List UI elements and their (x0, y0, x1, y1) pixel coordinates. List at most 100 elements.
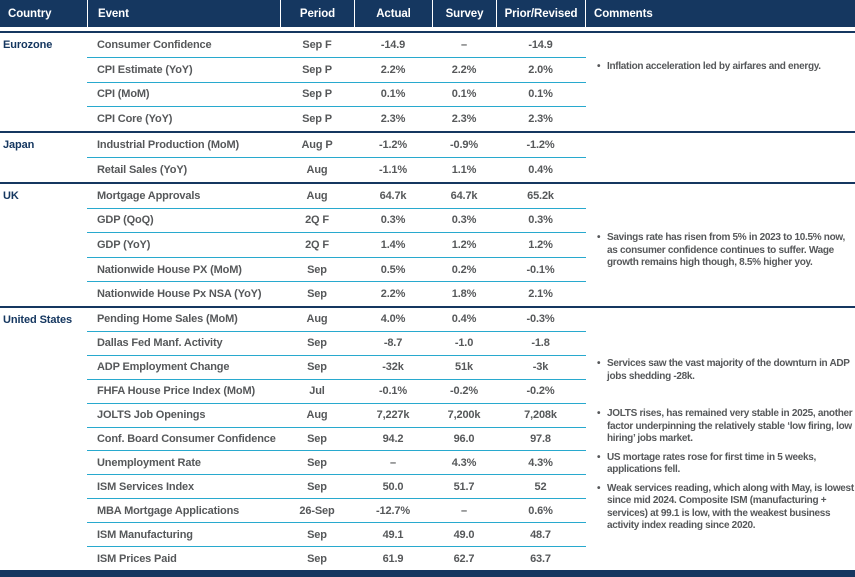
survey-cell: 62.7 (432, 553, 496, 565)
period-cell: Sep (280, 433, 354, 445)
actual-cell: 4.0% (354, 313, 432, 325)
actual-cell: -1.1% (354, 164, 432, 176)
event-cell: FHFA House Price Index (MoM) (87, 385, 280, 397)
prior-cell: -1.2% (496, 139, 585, 151)
survey-cell: – (432, 505, 496, 517)
table-row: GDP (YoY)2Q F1.4%1.2%1.2% (87, 233, 586, 258)
comment-text: Weak services reading, which along with … (607, 483, 854, 533)
survey-cell: 0.1% (432, 88, 496, 100)
prior-cell: -0.3% (496, 313, 585, 325)
event-cell: Unemployment Rate (87, 457, 280, 469)
actual-cell: 2.3% (354, 113, 432, 125)
period-cell: Sep (280, 264, 354, 276)
country-label: Eurozone (0, 33, 87, 131)
prior-cell: 63.7 (496, 553, 585, 565)
prior-cell: -0.2% (496, 385, 585, 397)
table-row: Nationwide House PX (MoM)Sep0.5%0.2%-0.1… (87, 258, 586, 283)
event-cell: ISM Manufacturing (87, 529, 280, 541)
event-cell: MBA Mortgage Applications (87, 505, 280, 517)
actual-cell: 0.5% (354, 264, 432, 276)
period-cell: Aug P (280, 139, 354, 151)
table-row: ISM ManufacturingSep49.149.048.7 (87, 523, 586, 547)
table-row: Unemployment RateSep–4.3%4.3% (87, 451, 586, 475)
survey-cell: 1.8% (432, 288, 496, 300)
actual-cell: 94.2 (354, 433, 432, 445)
period-cell: Jul (280, 385, 354, 397)
prior-cell: 52 (496, 481, 585, 493)
event-cell: GDP (QoQ) (87, 214, 280, 226)
event-cell: CPI Estimate (YoY) (87, 64, 280, 76)
actual-cell: 1.4% (354, 239, 432, 251)
event-cell: CPI Core (YoY) (87, 113, 280, 125)
period-cell: Aug (280, 164, 354, 176)
header-cell-comments: Comments (585, 0, 855, 27)
country-group-eurozone: EurozoneConsumer ConfidenceSep F-14.9–-1… (0, 31, 855, 131)
prior-cell: 2.1% (496, 288, 585, 300)
actual-cell: 64.7k (354, 190, 432, 202)
comment-text: JOLTS rises, has remained very stable in… (607, 408, 854, 446)
period-cell: 2Q F (280, 214, 354, 226)
prior-cell: 0.1% (496, 88, 585, 100)
survey-cell: 0.2% (432, 264, 496, 276)
country-label: UK (0, 184, 87, 306)
comment-item: •Savings rate has risen from 5% in 2023 … (597, 232, 854, 270)
table-row: ADP Employment ChangeSep-32k51k-3k (87, 356, 586, 380)
period-cell: Aug (280, 190, 354, 202)
table-row: Conf. Board Consumer ConfidenceSep94.296… (87, 428, 586, 452)
survey-cell: 2.3% (432, 113, 496, 125)
prior-cell: 1.2% (496, 239, 585, 251)
bullet-icon: • (597, 61, 607, 74)
prior-cell: 65.2k (496, 190, 585, 202)
period-cell: Sep (280, 288, 354, 300)
prior-cell: 0.3% (496, 214, 585, 226)
event-cell: Retail Sales (YoY) (87, 164, 280, 176)
actual-cell: 2.2% (354, 288, 432, 300)
bottom-border-bar (0, 570, 855, 577)
comment-text: Savings rate has risen from 5% in 2023 t… (607, 232, 854, 270)
table-row: JOLTS Job OpeningsAug7,227k7,200k7,208k (87, 404, 586, 428)
prior-cell: 4.3% (496, 457, 585, 469)
comments-cell: •Savings rate has risen from 5% in 2023 … (586, 184, 855, 306)
period-cell: Sep F (280, 39, 354, 51)
table-body: EurozoneConsumer ConfidenceSep F-14.9–-1… (0, 31, 855, 570)
survey-cell: 1.2% (432, 239, 496, 251)
table-row: FHFA House Price Index (MoM)Jul-0.1%-0.2… (87, 380, 586, 404)
group-rows: Consumer ConfidenceSep F-14.9–-14.9 CPI E… (87, 33, 586, 131)
comment-item: •US mortage rates rose for first time in… (597, 452, 854, 477)
period-cell: Sep P (280, 113, 354, 125)
group-rows: Pending Home Sales (MoM)Aug4.0%0.4%-0.3%… (87, 308, 586, 570)
prior-cell: 0.4% (496, 164, 585, 176)
header-cell-survey: Survey (432, 0, 496, 27)
period-cell: 26-Sep (280, 505, 354, 517)
comments-cell: •Services saw the vast majority of the d… (586, 308, 855, 570)
period-cell: Sep P (280, 88, 354, 100)
period-cell: 2Q F (280, 239, 354, 251)
survey-cell: 0.4% (432, 313, 496, 325)
comment-item: •Weak services reading, which along with… (597, 483, 854, 533)
actual-cell: 49.1 (354, 529, 432, 541)
actual-cell: 2.2% (354, 64, 432, 76)
comment-item: •Inflation acceleration led by airfares … (597, 61, 854, 74)
comment-text: US mortage rates rose for first time in … (607, 452, 854, 477)
table-row: MBA Mortgage Applications26-Sep-12.7%–0.… (87, 499, 586, 523)
event-cell: CPI (MoM) (87, 88, 280, 100)
survey-cell: 4.3% (432, 457, 496, 469)
survey-cell: -1.0 (432, 337, 496, 349)
table-row: ISM Services IndexSep50.051.752 (87, 475, 586, 499)
actual-cell: 0.3% (354, 214, 432, 226)
country-group-uk: UKMortgage ApprovalsAug64.7k64.7k65.2kGD… (0, 182, 855, 306)
event-cell: Industrial Production (MoM) (87, 139, 280, 151)
survey-cell: 1.1% (432, 164, 496, 176)
prior-cell: 48.7 (496, 529, 585, 541)
event-cell: JOLTS Job Openings (87, 409, 280, 421)
comments-cell: •Inflation acceleration led by airfares … (586, 33, 855, 131)
comment-text: Services saw the vast majority of the do… (607, 358, 854, 383)
prior-cell: -0.1% (496, 264, 585, 276)
prior-cell: 97.8 (496, 433, 585, 445)
period-cell: Aug (280, 409, 354, 421)
table-header-row: Country Event Period Actual Survey Prior… (0, 0, 855, 27)
table-row: Mortgage ApprovalsAug64.7k64.7k65.2k (87, 184, 586, 209)
period-cell: Sep (280, 361, 354, 373)
country-label: United States (0, 308, 87, 570)
table-row: Consumer ConfidenceSep F-14.9–-14.9 (87, 33, 586, 58)
